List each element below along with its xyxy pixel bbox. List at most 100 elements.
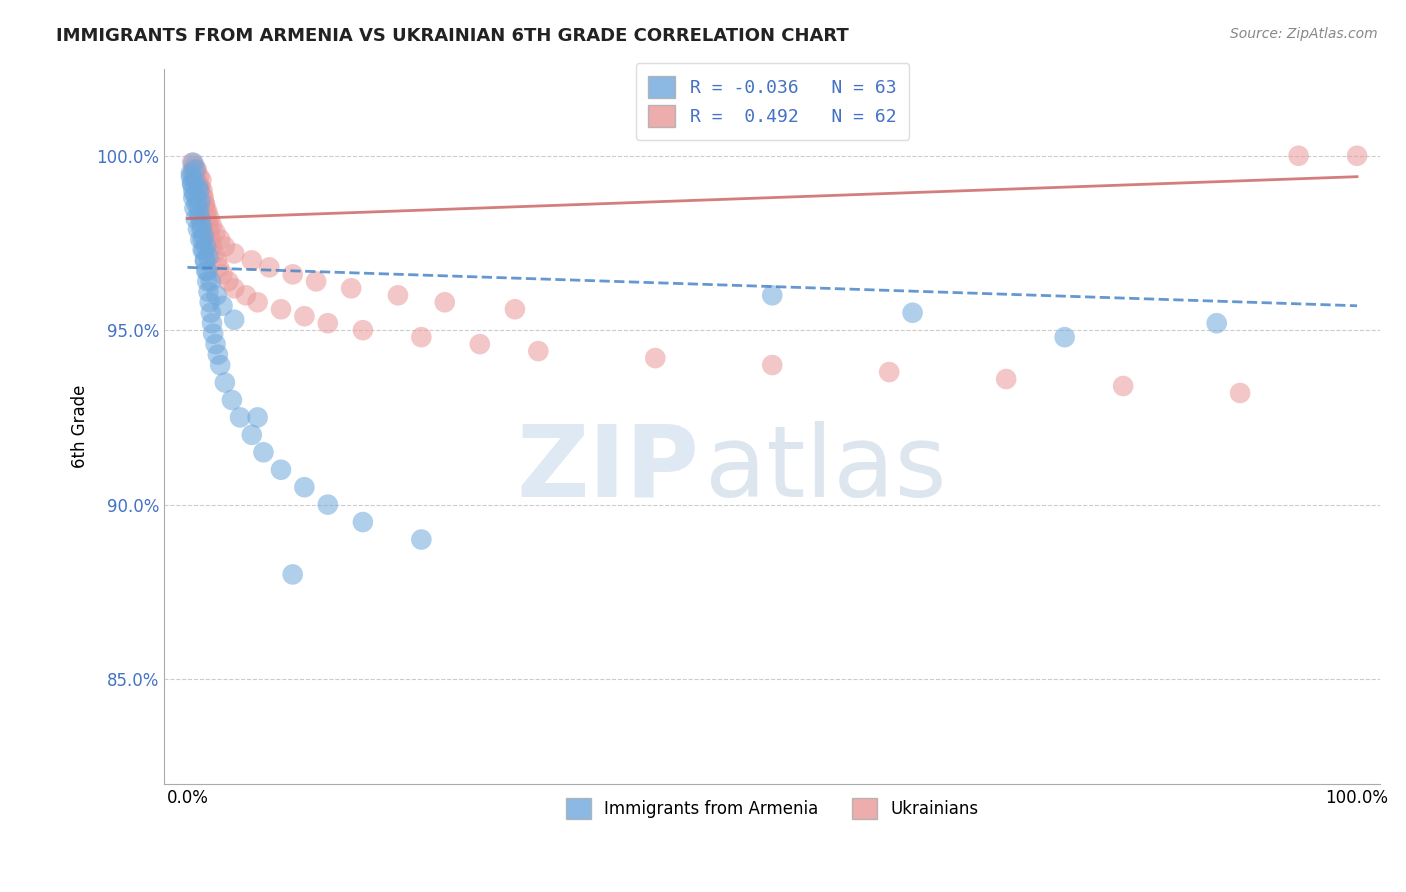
Point bbox=[184, 211, 207, 226]
Point bbox=[246, 295, 269, 310]
Point bbox=[411, 533, 433, 547]
Point bbox=[305, 274, 328, 288]
Point bbox=[193, 229, 215, 244]
Point bbox=[181, 177, 204, 191]
Text: atlas: atlas bbox=[706, 420, 948, 517]
Point bbox=[191, 191, 214, 205]
Point bbox=[188, 180, 211, 194]
Point bbox=[181, 155, 204, 169]
Point bbox=[187, 180, 209, 194]
Point bbox=[901, 306, 924, 320]
Point bbox=[190, 222, 212, 236]
Point bbox=[221, 392, 243, 407]
Point bbox=[259, 260, 281, 275]
Point bbox=[468, 337, 491, 351]
Point bbox=[224, 312, 246, 326]
Point bbox=[191, 232, 214, 246]
Point bbox=[194, 253, 217, 268]
Point bbox=[352, 515, 374, 529]
Point bbox=[184, 173, 207, 187]
Point bbox=[761, 358, 783, 372]
Point bbox=[188, 184, 211, 198]
Point bbox=[224, 281, 246, 295]
Point bbox=[201, 219, 224, 233]
Point bbox=[217, 274, 239, 288]
Point bbox=[194, 197, 217, 211]
Point bbox=[1288, 149, 1310, 163]
Point bbox=[188, 184, 211, 198]
Point bbox=[235, 288, 257, 302]
Point bbox=[527, 344, 550, 359]
Point bbox=[191, 243, 214, 257]
Point bbox=[195, 211, 218, 226]
Point bbox=[503, 302, 526, 317]
Point bbox=[181, 162, 204, 177]
Point bbox=[198, 226, 221, 240]
Point bbox=[188, 201, 211, 215]
Point bbox=[195, 264, 218, 278]
Point bbox=[761, 288, 783, 302]
Point bbox=[211, 268, 233, 282]
Point bbox=[190, 173, 212, 187]
Point bbox=[188, 208, 211, 222]
Text: Source: ZipAtlas.com: Source: ZipAtlas.com bbox=[1230, 27, 1378, 41]
Point bbox=[252, 445, 274, 459]
Point bbox=[281, 567, 304, 582]
Point bbox=[294, 480, 316, 494]
Point bbox=[188, 169, 211, 184]
Point bbox=[195, 204, 218, 219]
Point bbox=[184, 169, 207, 184]
Point bbox=[214, 239, 236, 253]
Point bbox=[270, 463, 292, 477]
Point bbox=[294, 310, 316, 324]
Point bbox=[644, 351, 666, 365]
Point bbox=[240, 427, 263, 442]
Point bbox=[214, 376, 236, 390]
Point bbox=[193, 243, 215, 257]
Point bbox=[201, 239, 224, 253]
Point bbox=[1205, 316, 1227, 330]
Point bbox=[352, 323, 374, 337]
Point bbox=[205, 253, 228, 268]
Point bbox=[197, 250, 219, 264]
Point bbox=[195, 264, 218, 278]
Point bbox=[433, 295, 456, 310]
Point bbox=[198, 295, 221, 310]
Point bbox=[194, 253, 217, 268]
Point bbox=[187, 177, 209, 191]
Point bbox=[211, 299, 233, 313]
Point bbox=[180, 166, 202, 180]
Point bbox=[205, 288, 228, 302]
Point bbox=[340, 281, 363, 295]
Point bbox=[181, 191, 204, 205]
Point bbox=[411, 330, 433, 344]
Point bbox=[193, 191, 215, 205]
Point bbox=[183, 201, 205, 215]
Point bbox=[183, 187, 205, 202]
Point bbox=[191, 184, 214, 198]
Point bbox=[1229, 386, 1251, 401]
Point bbox=[1346, 149, 1368, 163]
Point bbox=[204, 226, 226, 240]
Point bbox=[190, 219, 212, 233]
Point bbox=[195, 274, 218, 288]
Y-axis label: 6th Grade: 6th Grade bbox=[72, 384, 89, 467]
Point bbox=[1112, 379, 1135, 393]
Point bbox=[187, 177, 209, 191]
Point bbox=[1053, 330, 1076, 344]
Point bbox=[197, 219, 219, 233]
Point bbox=[186, 162, 208, 177]
Point bbox=[188, 232, 211, 246]
Point bbox=[209, 358, 232, 372]
Point bbox=[195, 239, 218, 253]
Point bbox=[224, 246, 246, 260]
Point bbox=[183, 173, 205, 187]
Text: ZIP: ZIP bbox=[516, 420, 699, 517]
Point bbox=[200, 232, 222, 246]
Point bbox=[209, 232, 232, 246]
Point bbox=[180, 169, 202, 184]
Point bbox=[316, 498, 339, 512]
Point bbox=[877, 365, 900, 379]
Point bbox=[181, 166, 204, 180]
Point bbox=[181, 155, 204, 169]
